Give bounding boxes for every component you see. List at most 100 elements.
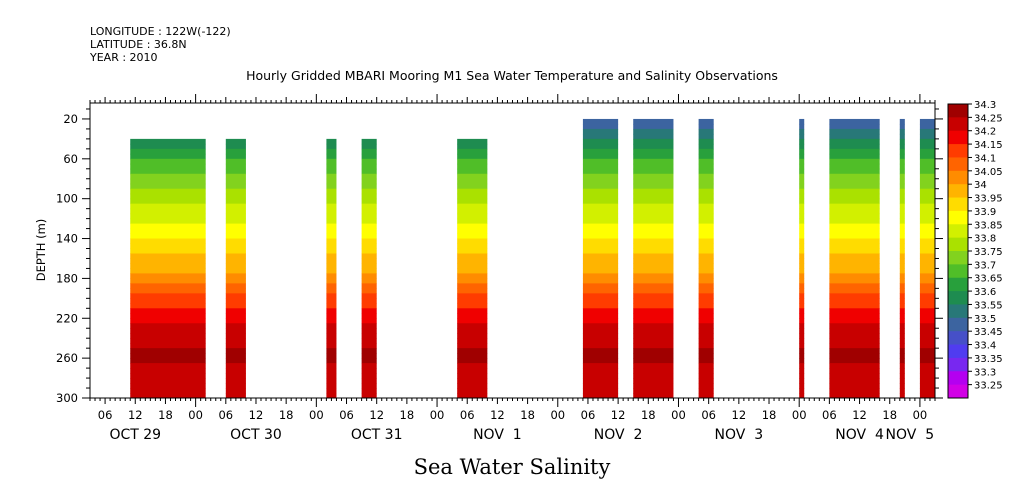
salinity-cell bbox=[919, 283, 935, 289]
salinity-cell bbox=[457, 318, 488, 324]
salinity-cell bbox=[457, 213, 488, 220]
salinity-cell bbox=[633, 213, 674, 220]
salinity-cell bbox=[326, 378, 337, 384]
salinity-cell bbox=[698, 288, 714, 294]
x-hour-label: 06 bbox=[822, 408, 837, 422]
salinity-cell bbox=[361, 158, 377, 165]
salinity-cell bbox=[326, 373, 337, 379]
salinity-cell bbox=[829, 218, 880, 225]
salinity-cell bbox=[130, 328, 206, 334]
salinity-cell bbox=[633, 238, 674, 245]
salinity-cell bbox=[799, 178, 805, 185]
salinity-cell bbox=[457, 193, 488, 200]
data-segment-6 bbox=[582, 118, 619, 399]
salinity-cell bbox=[829, 313, 880, 319]
salinity-cell bbox=[899, 153, 905, 160]
salinity-cell bbox=[899, 143, 905, 150]
colorbar-label: 33.55 bbox=[974, 300, 1003, 311]
salinity-cell bbox=[899, 138, 905, 145]
colorbar-label: 33.4 bbox=[974, 341, 996, 352]
salinity-cell bbox=[457, 348, 488, 354]
salinity-cell bbox=[326, 323, 337, 329]
salinity-cell bbox=[457, 328, 488, 334]
salinity-cell bbox=[919, 253, 935, 259]
salinity-cell bbox=[582, 358, 619, 364]
x-hour-label: 00 bbox=[188, 408, 203, 422]
salinity-cell bbox=[633, 358, 674, 364]
x-hour-label: 12 bbox=[611, 408, 626, 422]
salinity-cell bbox=[919, 248, 935, 254]
salinity-cell bbox=[698, 373, 714, 379]
salinity-cell bbox=[698, 248, 714, 254]
salinity-cell bbox=[582, 283, 619, 289]
salinity-cell bbox=[457, 138, 488, 145]
salinity-cell bbox=[919, 158, 935, 165]
salinity-cell bbox=[326, 148, 337, 155]
salinity-cell bbox=[457, 368, 488, 374]
year-text: YEAR : 2010 bbox=[89, 51, 158, 64]
salinity-cell bbox=[919, 383, 935, 389]
salinity-cell bbox=[829, 383, 880, 389]
salinity-cell bbox=[899, 168, 905, 175]
salinity-cell bbox=[582, 368, 619, 374]
salinity-cell bbox=[799, 323, 805, 329]
salinity-cell bbox=[582, 318, 619, 324]
salinity-cell bbox=[799, 253, 805, 259]
salinity-cell bbox=[698, 173, 714, 180]
salinity-cell bbox=[130, 258, 206, 264]
salinity-cell bbox=[799, 243, 805, 250]
salinity-cell bbox=[582, 143, 619, 150]
salinity-cell bbox=[457, 338, 488, 344]
salinity-cell bbox=[457, 363, 488, 369]
salinity-cell bbox=[457, 263, 488, 269]
salinity-cell bbox=[919, 293, 935, 299]
salinity-cell bbox=[457, 248, 488, 254]
salinity-cell bbox=[698, 233, 714, 240]
salinity-cell bbox=[919, 323, 935, 329]
salinity-cell bbox=[799, 193, 805, 200]
data-segment-11 bbox=[899, 118, 905, 399]
salinity-cell bbox=[457, 198, 488, 205]
salinity-cell bbox=[326, 178, 337, 185]
salinity-cell bbox=[829, 368, 880, 374]
x-hour-label: 12 bbox=[732, 408, 747, 422]
colorbar-label: 33.75 bbox=[974, 247, 1003, 258]
salinity-cell bbox=[633, 133, 674, 140]
salinity-cell bbox=[633, 173, 674, 180]
salinity-cell bbox=[361, 278, 377, 284]
salinity-cell bbox=[829, 338, 880, 344]
salinity-cell bbox=[361, 193, 377, 200]
salinity-cell bbox=[633, 218, 674, 225]
salinity-cell bbox=[829, 358, 880, 364]
salinity-cell bbox=[582, 338, 619, 344]
salinity-cell bbox=[326, 253, 337, 259]
salinity-cell bbox=[829, 263, 880, 269]
salinity-cell bbox=[582, 308, 619, 314]
salinity-cell bbox=[919, 163, 935, 170]
salinity-cell bbox=[457, 273, 488, 279]
salinity-cell bbox=[829, 303, 880, 309]
salinity-cell bbox=[899, 188, 905, 195]
colorbar-swatch bbox=[948, 184, 968, 198]
salinity-cell bbox=[582, 248, 619, 254]
x-date-label: OCT 29 bbox=[109, 427, 161, 443]
salinity-cell bbox=[799, 133, 805, 140]
salinity-cell bbox=[698, 353, 714, 359]
salinity-cell bbox=[582, 148, 619, 155]
salinity-cell bbox=[698, 243, 714, 250]
salinity-cell bbox=[582, 243, 619, 250]
salinity-cell bbox=[899, 383, 905, 389]
salinity-cell bbox=[130, 213, 206, 220]
salinity-cell bbox=[899, 133, 905, 140]
salinity-cell bbox=[829, 288, 880, 294]
salinity-cell bbox=[326, 218, 337, 225]
salinity-cell bbox=[326, 273, 337, 279]
salinity-cell bbox=[698, 188, 714, 195]
salinity-cell bbox=[582, 253, 619, 259]
salinity-cell bbox=[799, 273, 805, 279]
salinity-cell bbox=[829, 343, 880, 349]
salinity-cell bbox=[919, 288, 935, 294]
salinity-cell bbox=[326, 138, 337, 145]
salinity-cell bbox=[919, 278, 935, 284]
colorbar-swatch bbox=[948, 197, 968, 212]
